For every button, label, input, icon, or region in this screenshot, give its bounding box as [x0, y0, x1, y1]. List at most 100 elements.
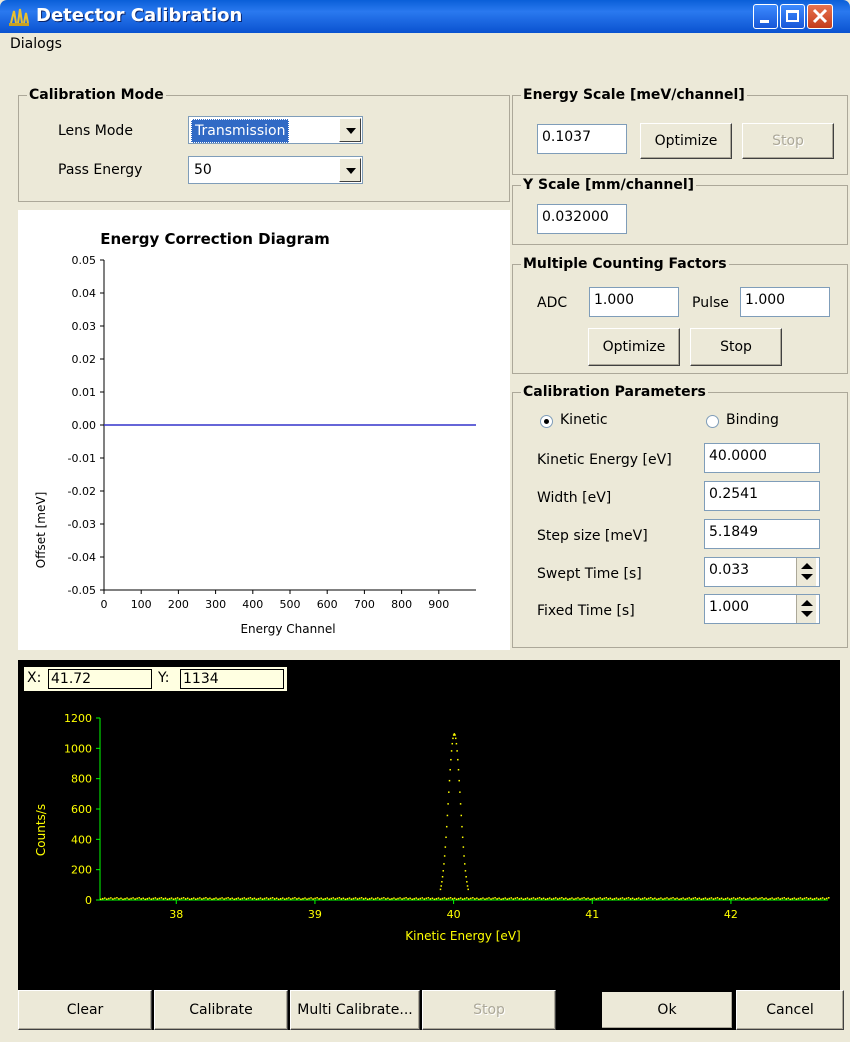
- spectrum-point: [457, 768, 460, 771]
- spectrum-point: [122, 898, 124, 901]
- spectrum-point: [362, 898, 365, 900]
- energy-optimize-label: Optimize: [654, 133, 718, 149]
- spectrum-point: [130, 897, 132, 900]
- kinetic-energy-input[interactable]: 40.0000: [704, 443, 820, 473]
- spectrum-point: [350, 898, 353, 900]
- spectrum-point: [823, 898, 826, 900]
- multi-calibrate-button[interactable]: Multi Calibrate...: [290, 990, 420, 1030]
- spin-down-icon[interactable]: [801, 611, 813, 617]
- spectrum-point: [453, 733, 456, 735]
- correction-y-tick-label: 0.03: [72, 320, 97, 333]
- spectrum-point: [370, 897, 373, 899]
- counting-optimize-button[interactable]: Optimize: [588, 328, 680, 366]
- spectrum-point: [193, 897, 195, 899]
- spectrum-point: [391, 897, 393, 900]
- energy-scale-input[interactable]: 0.1037: [537, 124, 627, 154]
- pulse-input[interactable]: 1.000: [740, 287, 830, 317]
- correction-y-tick-label: -0.04: [68, 551, 96, 564]
- spectrum-point: [591, 897, 593, 900]
- spectrum-point: [807, 898, 810, 900]
- spectrum-point: [589, 898, 591, 901]
- spectrum-point: [126, 897, 128, 899]
- window-title: Detector Calibration: [36, 5, 243, 26]
- kinetic-radio-label[interactable]: Kinetic: [560, 412, 608, 428]
- spectrum-point: [308, 897, 310, 900]
- close-button[interactable]: [807, 4, 833, 29]
- fixed-time-spinner[interactable]: [796, 595, 816, 623]
- chevron-down-icon[interactable]: [339, 158, 361, 182]
- spectrum-point: [417, 898, 419, 900]
- stop-button[interactable]: Stop: [422, 990, 556, 1030]
- energy-scale-title: Energy Scale [meV/channel]: [521, 86, 747, 104]
- y-scale-input[interactable]: 0.032000: [537, 204, 627, 234]
- step-size-input[interactable]: 5.1849: [704, 519, 820, 549]
- spectrum-point: [581, 897, 583, 900]
- spectrum-point: [300, 898, 302, 901]
- spectrum-point: [148, 897, 151, 899]
- kinetic-radio[interactable]: [540, 415, 553, 428]
- spectrum-point: [710, 897, 713, 899]
- spectrum-point: [292, 897, 294, 900]
- clear-button[interactable]: Clear: [18, 990, 152, 1030]
- binding-radio-label[interactable]: Binding: [726, 412, 779, 428]
- lens-mode-select[interactable]: Transmission: [188, 116, 363, 144]
- spectrum-point: [445, 898, 448, 900]
- spectrum-point: [447, 897, 450, 900]
- spectrum-point: [777, 897, 779, 899]
- spectrum-point: [627, 897, 630, 899]
- maximize-button[interactable]: [780, 4, 805, 29]
- spectrum-point: [106, 898, 108, 900]
- spectrum-point: [514, 897, 517, 900]
- chevron-down-icon[interactable]: [339, 118, 361, 142]
- adc-input[interactable]: 1.000: [589, 287, 679, 317]
- correction-x-tick-label: 0: [101, 598, 108, 611]
- spectrum-x-tick-label: 42: [724, 908, 738, 921]
- spectrum-point: [672, 897, 674, 899]
- minimize-button[interactable]: [753, 4, 778, 29]
- cancel-button[interactable]: Cancel: [736, 990, 844, 1030]
- spectrum-point: [154, 897, 157, 899]
- width-input[interactable]: 0.2541: [704, 481, 820, 511]
- menu-dialogs[interactable]: Dialogs: [10, 36, 62, 52]
- title-bar[interactable]: Detector Calibration: [0, 0, 850, 33]
- spectrum-point: [294, 897, 296, 899]
- spectrum-point: [152, 897, 155, 900]
- spectrum-point: [601, 898, 604, 900]
- energy-optimize-button[interactable]: Optimize: [640, 123, 732, 159]
- energy-stop-button[interactable]: Stop: [742, 123, 834, 159]
- calibrate-button[interactable]: Calibrate: [154, 990, 288, 1030]
- spectrum-point: [765, 897, 767, 899]
- spectrum-point: [241, 897, 244, 900]
- spin-up-icon[interactable]: [801, 563, 813, 569]
- spectrum-point: [504, 897, 506, 899]
- spectrum-point: [825, 897, 828, 900]
- spectrum-point: [263, 897, 266, 900]
- spectrum-point: [459, 791, 461, 793]
- spectrum-point: [466, 897, 468, 899]
- spectrum-point: [182, 897, 185, 899]
- swept-time-spinner[interactable]: [796, 558, 816, 586]
- spectrum-point: [577, 897, 579, 899]
- spectrum-point: [322, 898, 324, 901]
- spectrum-point: [637, 897, 640, 899]
- spin-up-icon[interactable]: [801, 600, 813, 606]
- pass-energy-select[interactable]: 50: [188, 156, 363, 184]
- adc-label: ADC: [537, 295, 568, 311]
- spectrum-point: [819, 897, 822, 900]
- energy-correction-chart: Energy Correction Diagram Energy Channel…: [18, 210, 510, 650]
- spectrum-point: [213, 897, 215, 900]
- spectrum-point: [781, 897, 783, 900]
- spectrum-point: [732, 897, 735, 899]
- spectrum-point: [698, 897, 701, 899]
- correction-x-tick-label: 600: [317, 598, 338, 611]
- spectrum-chart[interactable]: Kinetic Energy [eV] Counts/s 1200 1000 800…: [18, 660, 840, 1030]
- correction-y-tick-label: -0.05: [68, 584, 96, 597]
- binding-radio[interactable]: [706, 415, 719, 428]
- spin-down-icon[interactable]: [801, 574, 813, 580]
- spectrum-point: [791, 897, 794, 900]
- counting-stop-button[interactable]: Stop: [690, 328, 782, 366]
- spectrum-point: [429, 898, 432, 900]
- spectrum-xlabel: Kinetic Energy [eV]: [405, 929, 520, 943]
- ok-button[interactable]: Ok: [600, 990, 734, 1030]
- spectrum-point: [205, 897, 207, 899]
